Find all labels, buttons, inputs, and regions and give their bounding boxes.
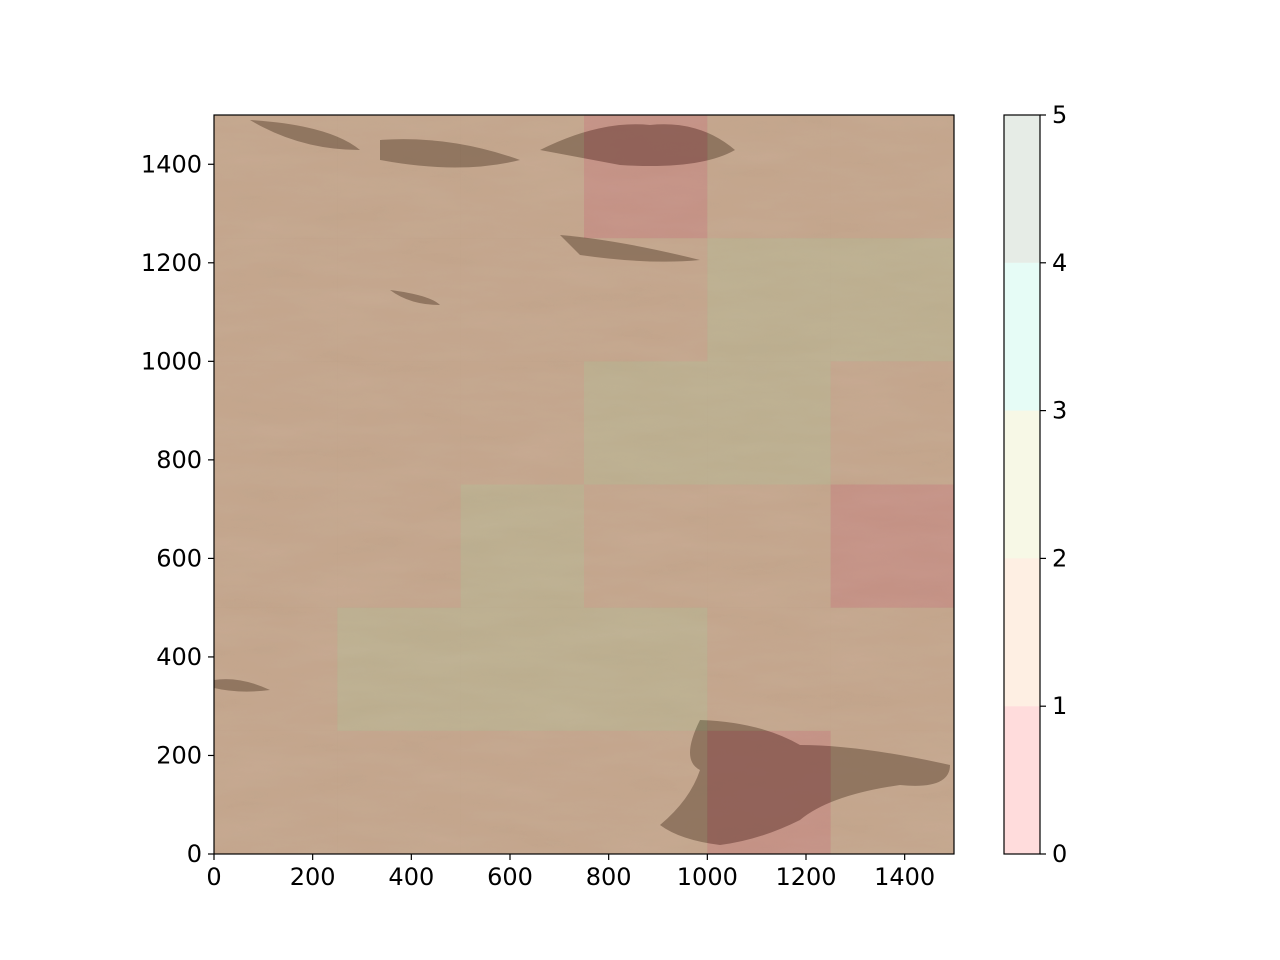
x-tick-label: 200 — [290, 863, 336, 891]
overlay-tile — [460, 238, 584, 362]
overlay-tile — [214, 484, 338, 608]
overlay-tile — [830, 361, 954, 485]
overlay-tile — [337, 484, 461, 608]
y-tick-label: 1200 — [141, 249, 202, 277]
plot-frame — [213, 114, 955, 855]
overlay-tile — [707, 730, 831, 854]
colorbar: 0 1 2 3 4 5 — [1003, 101, 1067, 868]
plot-area — [214, 115, 954, 854]
colorbar-segment — [1004, 706, 1040, 854]
terrain-cliffs — [214, 120, 950, 845]
overlay-tile — [584, 484, 708, 608]
overlay-tile — [707, 115, 831, 239]
overlay-tile — [707, 484, 831, 608]
colorbar-segment — [1004, 262, 1040, 411]
x-tick-label: 400 — [388, 863, 434, 891]
y-tick-label: 0 — [187, 840, 202, 868]
x-tick-label: 1000 — [677, 863, 738, 891]
overlay-tile — [707, 361, 831, 485]
x-axis: 0 200 400 600 800 1000 1200 1400 — [206, 854, 935, 891]
overlay-tile — [830, 730, 954, 854]
overlay-tile — [584, 361, 708, 485]
overlay-tile — [460, 484, 584, 608]
overlay-tile — [214, 730, 338, 854]
overlay-tile — [337, 730, 461, 854]
x-tick-label: 800 — [586, 863, 632, 891]
overlay-tile — [830, 484, 954, 608]
overlay-tile — [584, 730, 708, 854]
overlay-tile — [460, 607, 584, 731]
x-tick-label: 1400 — [874, 863, 935, 891]
overlay-tile — [214, 607, 338, 731]
colorbar-frame — [1003, 114, 1041, 855]
overlay-tile — [337, 115, 461, 239]
y-tick-label: 1000 — [141, 347, 202, 375]
overlay-tile — [830, 115, 954, 239]
colorbar-tick-label: 0 — [1052, 840, 1067, 868]
colorbar-tick-label: 2 — [1052, 544, 1067, 572]
overlay-tile — [830, 238, 954, 362]
colorbar-tick-label: 4 — [1052, 249, 1067, 277]
y-axis: 0 200 400 600 800 1000 1200 1400 — [141, 150, 214, 868]
colorbar-segment — [1004, 558, 1040, 707]
colorbar-tick-label: 3 — [1052, 397, 1067, 425]
overlay-tile — [830, 607, 954, 731]
y-tick-label: 400 — [156, 643, 202, 671]
overlay-tile — [460, 115, 584, 239]
overlay-tile — [337, 607, 461, 731]
y-tick-label: 800 — [156, 446, 202, 474]
colorbar-tick-label: 1 — [1052, 692, 1067, 720]
class-overlay — [214, 115, 954, 854]
overlay-tile — [337, 238, 461, 362]
overlay-tile — [214, 115, 338, 239]
overlay-tile — [584, 115, 708, 239]
y-tick-label: 1400 — [141, 150, 202, 178]
overlay-tile — [337, 361, 461, 485]
x-tick-label: 600 — [487, 863, 533, 891]
colorbar-tick-label: 5 — [1052, 101, 1067, 129]
x-tick-label: 1200 — [775, 863, 836, 891]
overlay-tile — [460, 730, 584, 854]
overlay-tile — [214, 361, 338, 485]
y-tick-label: 600 — [156, 544, 202, 572]
x-tick-label: 0 — [206, 863, 221, 891]
overlay-tile — [460, 361, 584, 485]
overlay-tile — [584, 238, 708, 362]
overlay-tile — [584, 607, 708, 731]
overlay-tile — [214, 238, 338, 362]
y-tick-label: 200 — [156, 741, 202, 769]
overlay-tile — [707, 607, 831, 731]
colorbar-segment — [1004, 115, 1040, 263]
overlay-tile — [707, 238, 831, 362]
colorbar-segment — [1004, 410, 1040, 559]
